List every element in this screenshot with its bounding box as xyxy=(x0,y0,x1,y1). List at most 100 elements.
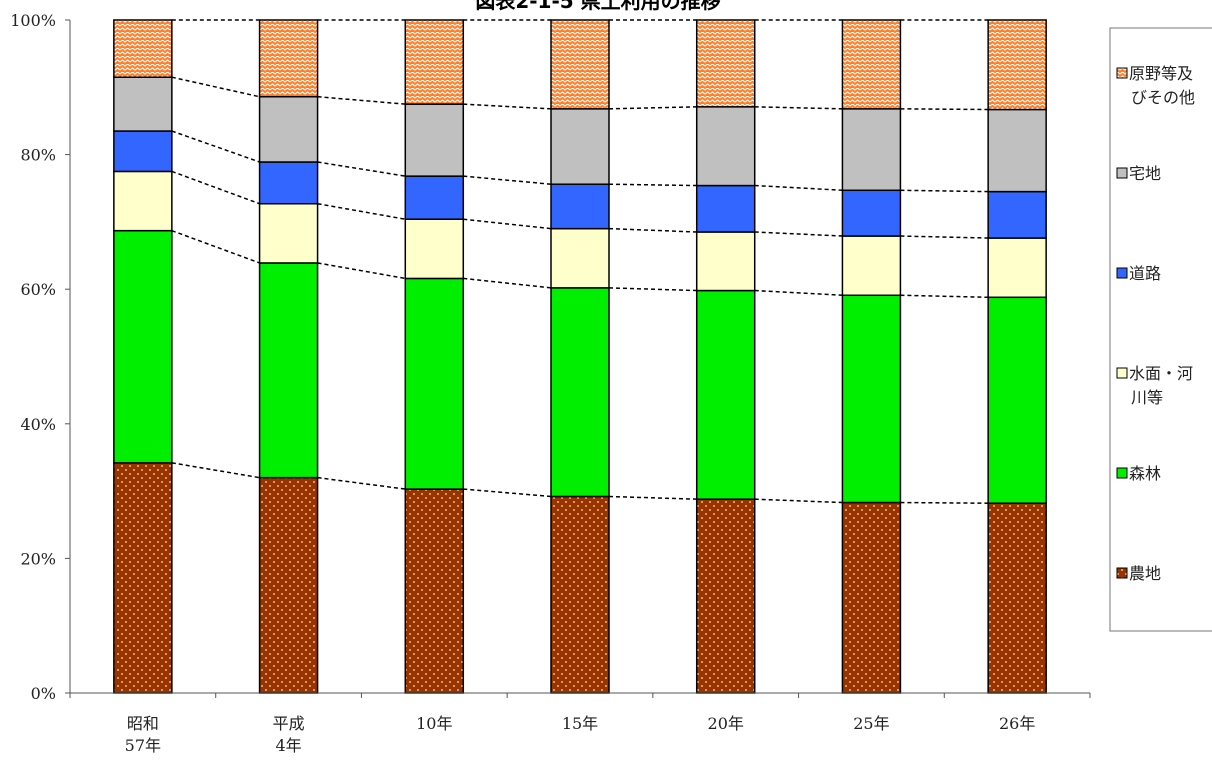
bar-segment-1-5 xyxy=(695,498,756,694)
connector-line xyxy=(900,108,989,111)
bar-segment-5-3 xyxy=(404,103,465,177)
legend-label: 森林 xyxy=(1129,464,1161,483)
bar-segment-4-7 xyxy=(987,190,1047,239)
connector-line xyxy=(900,501,989,504)
connector-line xyxy=(900,189,989,193)
bar-segment-3-7 xyxy=(987,237,1047,299)
bar-segment-1-2 xyxy=(258,476,319,694)
legend-swatch xyxy=(1116,367,1128,379)
axes: 0% 20% 40% 60% 80% 100% 昭和 57年 平成 4年 10年 15年 20年 25年 2… xyxy=(10,11,1091,755)
bar-segment-3-1 xyxy=(113,170,173,232)
connector-line xyxy=(171,229,260,264)
y-tick-label: 100% xyxy=(10,11,56,30)
connector-line xyxy=(463,277,552,289)
connector-line xyxy=(754,106,843,110)
legend-label: 道路 xyxy=(1129,264,1161,283)
y-tick-label: 0% xyxy=(31,684,56,703)
x-tick-label: 昭和 57年 xyxy=(125,714,161,755)
bar-segment-2-6 xyxy=(841,294,902,504)
bar-segment-5-2 xyxy=(258,95,319,163)
connector-line xyxy=(754,289,843,297)
bar-segment-4-3 xyxy=(404,175,465,220)
legend-swatch xyxy=(1116,567,1128,579)
bar-segment-5-6 xyxy=(841,108,902,192)
connector-line xyxy=(900,235,989,239)
connector-line xyxy=(171,462,260,479)
bar-segment-1-3 xyxy=(404,488,465,694)
bar-segment-2-3 xyxy=(404,277,465,490)
legend-label: 原野等及びその他 xyxy=(1129,64,1195,107)
plot-area xyxy=(113,19,1047,694)
connector-line xyxy=(171,170,260,205)
bar-segment-4-2 xyxy=(258,161,319,205)
legend-label: 農地 xyxy=(1129,564,1161,583)
bar-segment-2-4 xyxy=(550,287,610,498)
y-tick-label: 40% xyxy=(20,415,56,434)
y-tick-label: 80% xyxy=(20,146,56,165)
connector-lines xyxy=(171,19,989,504)
x-tick-label: 20年 xyxy=(708,714,744,733)
bar-segment-6-7 xyxy=(987,19,1047,111)
bar-segment-5-1 xyxy=(113,76,173,132)
bar-segment-6-3 xyxy=(404,19,465,105)
bar-segment-2-2 xyxy=(258,262,319,479)
connector-line xyxy=(754,184,843,192)
x-tick-label: 26年 xyxy=(999,714,1035,733)
legend-box xyxy=(1109,27,1212,632)
legend-swatch xyxy=(1116,67,1128,79)
connector-line xyxy=(317,161,406,177)
bar-segment-6-1 xyxy=(113,19,173,78)
x-tick-label: 15年 xyxy=(562,714,598,733)
legend-label: 宅地 xyxy=(1129,164,1161,183)
bar-segment-5-4 xyxy=(550,108,610,185)
connector-line xyxy=(463,103,552,110)
y-tick-label: 60% xyxy=(20,280,56,299)
bar-segment-2-7 xyxy=(987,296,1047,504)
bar-segment-4-5 xyxy=(695,184,756,233)
legend-swatch xyxy=(1116,167,1128,179)
connector-line xyxy=(463,175,552,185)
legend-label: 水面・河川等 xyxy=(1129,364,1193,407)
connector-line xyxy=(171,130,260,163)
bar-segment-6-6 xyxy=(841,19,902,110)
connector-line xyxy=(463,218,552,230)
bar-segment-3-2 xyxy=(258,202,319,264)
bar-segment-4-1 xyxy=(113,130,173,173)
x-tick-label: 平成 4年 xyxy=(273,714,305,755)
bar-segment-1-6 xyxy=(841,501,902,694)
bar-segment-1-4 xyxy=(550,495,610,694)
bar-segment-4-4 xyxy=(550,183,610,230)
connector-line xyxy=(171,76,260,98)
bar-segment-3-4 xyxy=(550,227,610,289)
bar-segment-2-5 xyxy=(695,289,756,500)
chart-title: 図表2-1-5 県土利用の推移 xyxy=(475,0,720,13)
connector-line xyxy=(754,231,843,237)
connector-line xyxy=(317,476,406,490)
connector-line xyxy=(608,183,697,187)
connector-line xyxy=(608,106,697,110)
connector-line xyxy=(608,227,697,233)
bar-segment-6-4 xyxy=(550,19,610,110)
bar-segment-6-5 xyxy=(695,19,756,108)
x-tick-label: 10年 xyxy=(416,714,452,733)
connector-line xyxy=(900,294,989,299)
connector-line xyxy=(608,495,697,500)
connector-line xyxy=(463,488,552,498)
connector-line xyxy=(317,95,406,105)
connector-line xyxy=(754,498,843,504)
bar-segment-1-1 xyxy=(113,462,173,694)
bar-segment-3-3 xyxy=(404,218,465,280)
bar-segment-5-5 xyxy=(695,106,756,187)
y-tick-label: 20% xyxy=(20,549,56,568)
connector-line xyxy=(608,287,697,292)
connector-line xyxy=(317,202,406,220)
bar-segment-2-1 xyxy=(113,229,173,464)
legend-swatch xyxy=(1116,267,1128,279)
connector-line xyxy=(317,262,406,280)
x-tick-label: 25年 xyxy=(853,714,889,733)
bar-segment-5-7 xyxy=(987,108,1047,193)
bar-segment-3-6 xyxy=(841,235,902,297)
bar-segment-3-5 xyxy=(695,231,756,292)
